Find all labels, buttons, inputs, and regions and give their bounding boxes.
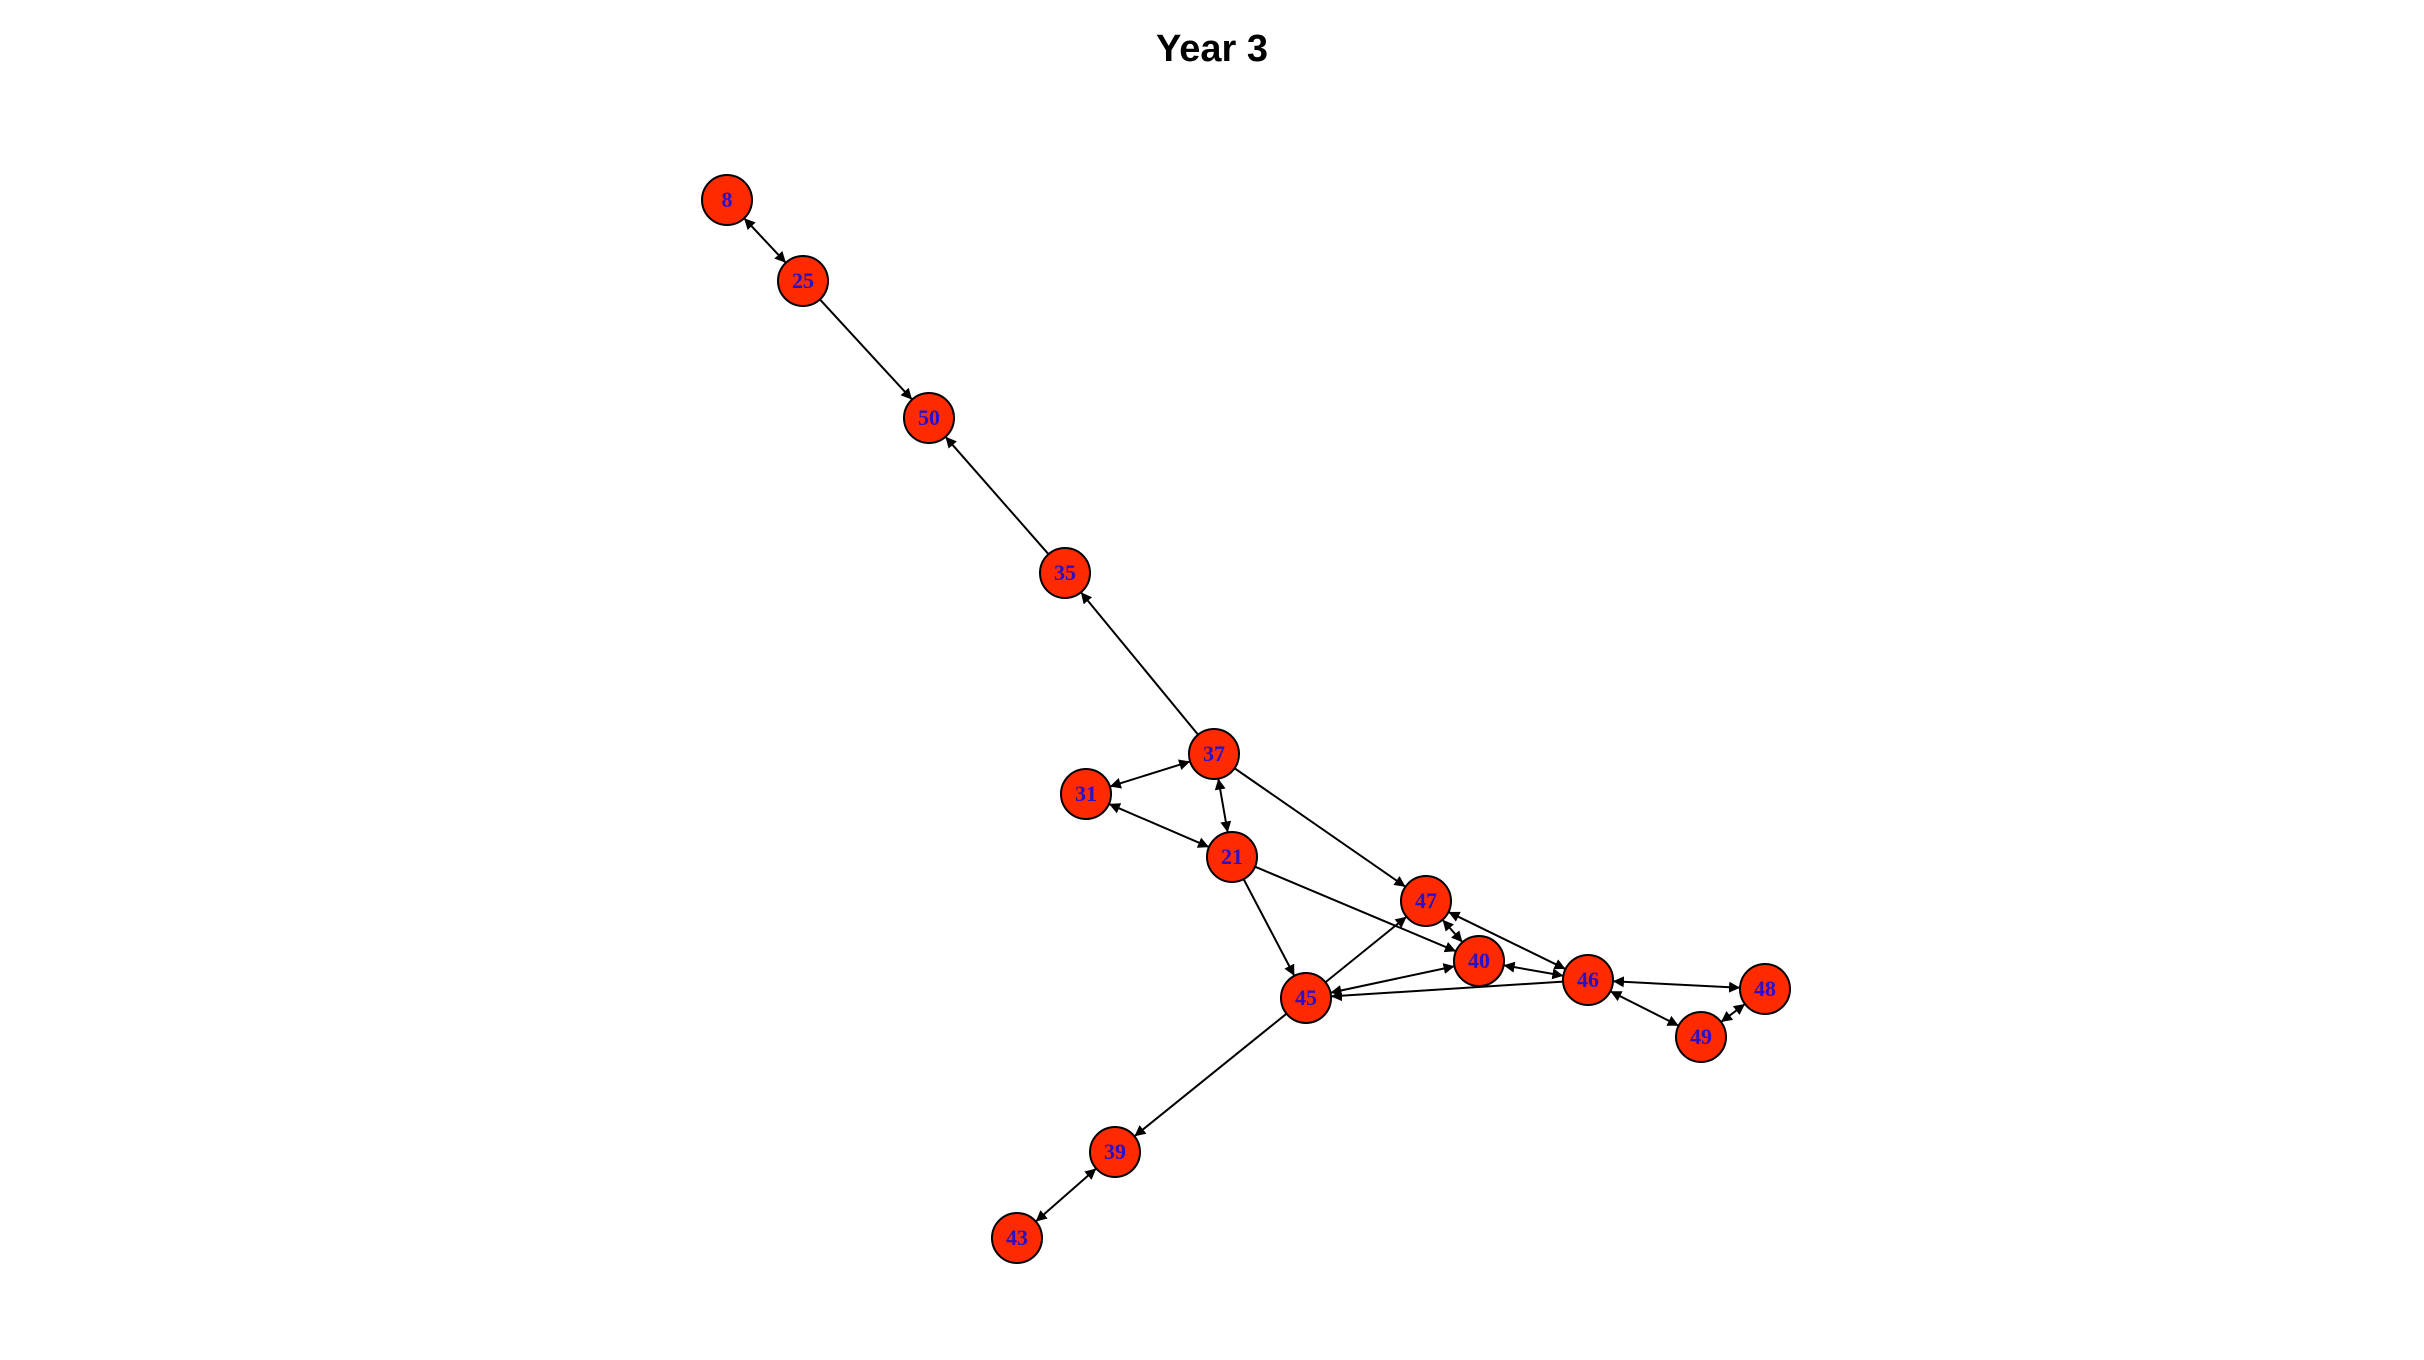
node-label: 39: [1104, 1139, 1126, 1164]
node-8: 8: [702, 175, 752, 225]
node-label: 31: [1075, 781, 1097, 806]
node-50: 50: [904, 393, 954, 443]
node-label: 35: [1054, 560, 1076, 585]
nodes-layer: 8 25 50 35 37 31 21 47 40 45 46 48 49 39 43: [702, 175, 1790, 1263]
node-45: 45: [1281, 973, 1331, 1023]
node-label: 48: [1754, 976, 1776, 1001]
node-label: 46: [1577, 967, 1599, 992]
node-43: 43: [992, 1213, 1042, 1263]
edge-8-25: [744, 218, 786, 263]
node-label: 50: [918, 405, 940, 430]
node-48: 48: [1740, 964, 1790, 1014]
node-label: 21: [1221, 844, 1243, 869]
node-21: 21: [1207, 832, 1257, 882]
node-label: 25: [792, 268, 814, 293]
node-label: 43: [1006, 1225, 1028, 1250]
node-label: 45: [1295, 985, 1317, 1010]
node-35: 35: [1040, 548, 1090, 598]
edge-35-50: [945, 437, 1048, 554]
edge-21-45: [1244, 879, 1295, 976]
edge-37-21: [1218, 779, 1227, 833]
node-label: 37: [1203, 741, 1225, 766]
node-label: 47: [1415, 888, 1437, 913]
edge-49-46: [1610, 991, 1678, 1025]
node-40: 40: [1454, 936, 1504, 986]
node-25: 25: [778, 256, 828, 306]
node-37: 37: [1189, 729, 1239, 779]
node-label: 40: [1468, 948, 1490, 973]
edge-49-48: [1721, 1004, 1745, 1022]
edges-layer: [744, 218, 1745, 1221]
edge-46-48: [1613, 981, 1740, 987]
edge-37-31: [1110, 761, 1190, 786]
edge-47-40: [1443, 920, 1463, 943]
node-46: 46: [1563, 955, 1613, 1005]
node-31: 31: [1061, 769, 1111, 819]
edge-45-39: [1134, 1014, 1286, 1137]
edge-21-31: [1109, 804, 1209, 847]
edge-25-50: [820, 299, 912, 399]
edge-46-40: [1504, 965, 1564, 975]
edge-43-39: [1036, 1168, 1096, 1221]
edge-37-35: [1081, 592, 1198, 734]
edge-45-47: [1325, 917, 1406, 983]
node-39: 39: [1090, 1127, 1140, 1177]
node-49: 49: [1676, 1012, 1726, 1062]
node-label: 8: [722, 187, 733, 212]
node-label: 49: [1690, 1024, 1712, 1049]
edge-46-45: [1331, 982, 1563, 997]
node-47: 47: [1401, 876, 1451, 926]
